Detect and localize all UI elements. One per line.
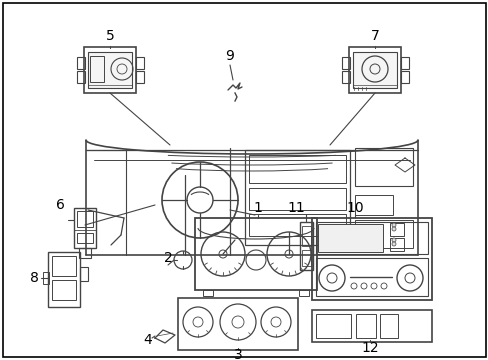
Bar	[400, 71, 408, 83]
Bar	[77, 211, 93, 227]
Bar	[389, 223, 403, 236]
Bar	[43, 272, 49, 284]
Bar	[178, 298, 297, 350]
Bar	[52, 256, 76, 276]
Text: 7: 7	[370, 29, 379, 43]
Bar	[341, 71, 349, 83]
Bar	[311, 218, 431, 300]
Text: 10: 10	[346, 201, 363, 215]
Bar	[352, 52, 396, 88]
Bar	[317, 224, 382, 252]
Bar	[79, 248, 91, 258]
Bar	[298, 290, 308, 296]
Bar	[203, 290, 213, 296]
Bar	[195, 218, 316, 290]
Bar	[379, 314, 397, 338]
Bar	[248, 155, 346, 183]
Bar	[299, 222, 312, 270]
Text: 2: 2	[163, 251, 172, 265]
Bar	[52, 280, 76, 300]
Bar	[136, 71, 143, 83]
Circle shape	[391, 238, 395, 242]
Bar	[389, 238, 403, 251]
Text: 6: 6	[56, 198, 64, 212]
Bar	[355, 314, 375, 338]
Bar	[88, 52, 132, 88]
Bar	[48, 252, 80, 307]
Bar	[80, 267, 88, 281]
Text: 4: 4	[143, 333, 152, 347]
Text: 8: 8	[29, 271, 39, 285]
Text: 5: 5	[105, 29, 114, 43]
Bar	[341, 57, 349, 69]
Bar	[315, 222, 427, 254]
Bar	[348, 47, 400, 93]
Bar	[77, 57, 85, 69]
Bar	[400, 57, 408, 69]
Bar	[90, 56, 104, 82]
Text: 11: 11	[286, 201, 304, 215]
Bar	[84, 47, 136, 93]
Bar	[136, 57, 143, 69]
Text: 9: 9	[225, 49, 234, 63]
Bar	[354, 195, 392, 215]
Circle shape	[391, 242, 395, 246]
Bar	[354, 148, 412, 186]
Bar	[315, 258, 427, 296]
Bar	[311, 310, 431, 342]
Bar	[354, 220, 412, 248]
Bar	[244, 150, 349, 245]
Text: 12: 12	[361, 341, 378, 355]
Bar	[315, 314, 350, 338]
Bar	[77, 233, 93, 243]
Circle shape	[391, 227, 395, 231]
Bar	[302, 226, 310, 246]
Text: 3: 3	[233, 348, 242, 360]
Bar	[302, 250, 310, 266]
Circle shape	[391, 223, 395, 227]
Polygon shape	[155, 330, 175, 343]
Bar	[248, 214, 346, 236]
Bar	[74, 208, 96, 248]
Bar	[248, 188, 346, 210]
Text: 1: 1	[253, 201, 262, 215]
Bar	[77, 71, 85, 83]
